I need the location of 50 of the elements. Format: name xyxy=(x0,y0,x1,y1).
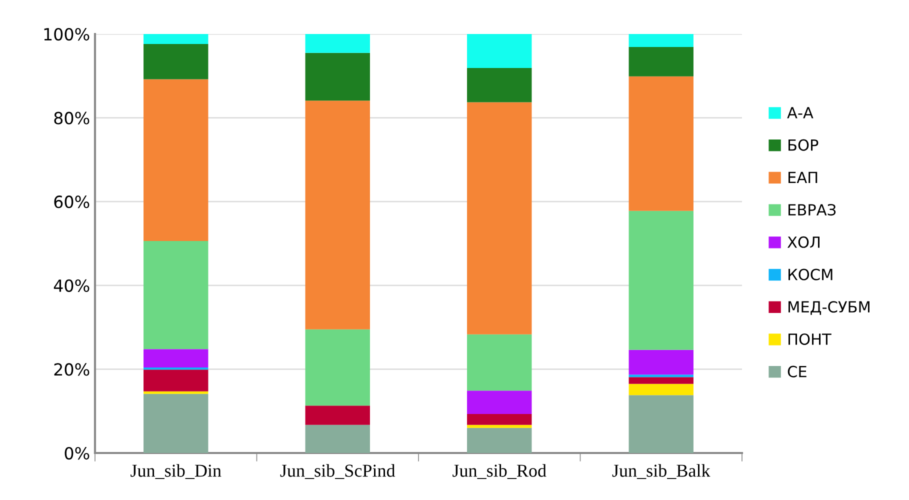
bar xyxy=(467,68,532,102)
bar xyxy=(628,384,694,396)
x-tick-label: Jun_sib_Rod xyxy=(452,464,546,479)
bar xyxy=(144,349,208,368)
legend-label: МЕД-СУБМ xyxy=(788,301,870,315)
bar xyxy=(628,46,694,76)
legend-label: ЕАП xyxy=(788,172,818,184)
x-tick-label: Jun_sib_ScPind xyxy=(280,464,396,479)
bar xyxy=(144,394,208,453)
legend-label: ЕВРАЗ xyxy=(788,204,836,216)
bar xyxy=(144,44,208,80)
bar xyxy=(628,374,694,378)
bar xyxy=(467,414,532,425)
bar xyxy=(305,329,370,406)
y-tick-label: 40% xyxy=(54,279,90,292)
x-tick-label: Jun_sib_Din xyxy=(130,464,222,479)
legend-label: БОР xyxy=(788,139,818,151)
bar xyxy=(467,428,532,453)
legend-label: ПОНТ xyxy=(788,333,832,345)
y-tick-label: 60% xyxy=(54,196,90,208)
legend-label: СЕ xyxy=(788,366,806,378)
legend-label: КОСМ xyxy=(788,268,832,280)
bar xyxy=(144,79,208,241)
bar xyxy=(467,102,532,334)
bar xyxy=(144,240,208,350)
bar xyxy=(305,424,370,453)
legend-label: ХОЛ xyxy=(787,236,820,248)
bar xyxy=(144,391,208,394)
bar xyxy=(305,100,370,330)
y-tick-label: 0% xyxy=(64,446,90,460)
bar xyxy=(467,334,532,391)
bar xyxy=(628,76,694,211)
bar xyxy=(305,34,370,53)
bar xyxy=(628,350,694,375)
bar xyxy=(467,424,532,428)
bar xyxy=(628,377,694,384)
bar xyxy=(467,34,532,68)
bar xyxy=(144,370,208,392)
bar xyxy=(628,395,694,453)
legend-label: А-А xyxy=(787,107,814,118)
y-tick-label: 100% xyxy=(44,28,90,41)
x-tick-label: Jun_sib_Balk xyxy=(612,464,710,479)
bar xyxy=(305,52,370,101)
y-tick-label: 80% xyxy=(54,112,90,124)
bar xyxy=(467,390,532,414)
bar xyxy=(628,34,694,47)
bar xyxy=(144,34,208,44)
y-tick-label: 20% xyxy=(54,363,90,376)
bar xyxy=(305,406,370,425)
bar xyxy=(628,210,694,350)
